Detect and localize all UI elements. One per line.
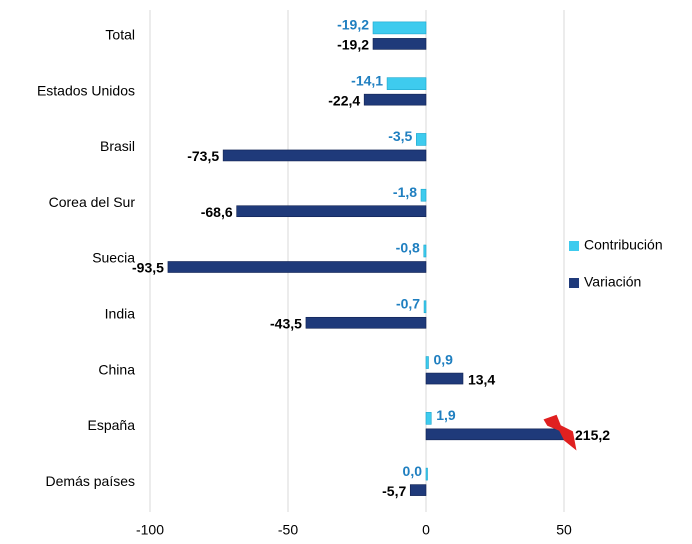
data-label: -3,5: [388, 128, 412, 144]
data-label: -5,7: [382, 483, 406, 499]
legend-swatch: [569, 278, 579, 288]
bar: [386, 77, 427, 90]
bar: [222, 149, 427, 162]
axis-break: [543, 414, 577, 451]
bar: [425, 356, 429, 369]
data-label: -14,1: [351, 72, 383, 88]
x-tick-label: -100: [136, 522, 164, 538]
x-tick-label: 50: [556, 522, 572, 538]
data-label: 215,2: [575, 427, 610, 443]
bar: [363, 93, 427, 106]
x-tick-label: 0: [422, 522, 430, 538]
bar: [423, 300, 427, 314]
y-tick-label: Brasil: [100, 138, 135, 154]
y-tick-label: Estados Unidos: [37, 82, 135, 98]
bar: [425, 412, 432, 425]
y-tick-label: Corea del Sur: [49, 194, 136, 210]
bar: [416, 133, 427, 146]
bar: [372, 21, 427, 35]
data-label: -43,5: [270, 315, 302, 331]
bar: [236, 205, 427, 218]
data-label: -1,8: [393, 184, 417, 200]
y-tick-label: Suecia: [92, 250, 135, 266]
data-label: 13,4: [468, 371, 495, 387]
data-label: -73,5: [187, 148, 219, 164]
legend-label: Variación: [584, 274, 641, 290]
bar: [167, 261, 427, 273]
bar: [372, 38, 427, 50]
data-label: -93,5: [132, 260, 164, 276]
bar: [425, 428, 565, 441]
bar: [305, 316, 427, 329]
y-tick-label: España: [88, 417, 136, 433]
y-tick-label: Demás países: [46, 473, 135, 489]
data-label: -22,4: [328, 92, 360, 108]
data-label: 0,9: [433, 351, 453, 367]
x-tick-label: -50: [278, 522, 298, 538]
y-tick-label: India: [105, 305, 136, 321]
legend-swatch: [569, 241, 579, 251]
legend-label: Contribución: [584, 237, 663, 253]
data-label: 1,9: [436, 407, 456, 423]
data-label: 0,0: [403, 463, 423, 479]
data-label: -19,2: [337, 17, 369, 33]
bar: [420, 188, 427, 202]
data-label: -0,8: [396, 240, 420, 256]
bar: [423, 244, 427, 258]
bar: [409, 484, 427, 496]
data-label: -0,7: [396, 295, 420, 311]
y-tick-label: China: [98, 361, 135, 377]
bar: [425, 467, 428, 481]
data-label: -68,6: [201, 204, 233, 220]
data-label: -19,2: [337, 37, 369, 53]
y-tick-label: Total: [105, 27, 135, 43]
bar: [425, 372, 464, 385]
